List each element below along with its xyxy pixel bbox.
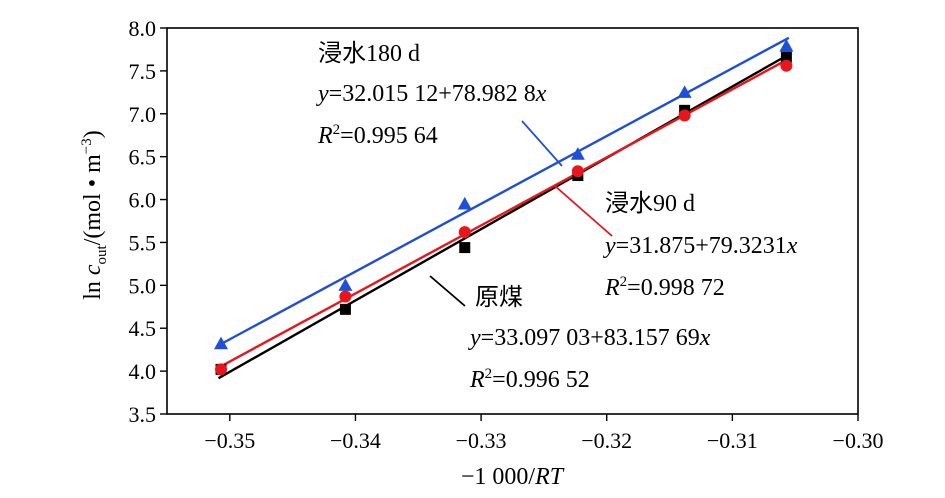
data-point-circle xyxy=(678,109,691,122)
plot-border xyxy=(166,27,859,415)
y-axis-label: ln cout/(mol • m−3) xyxy=(79,130,110,300)
y-tick-label: 7.5 xyxy=(129,59,157,84)
fit-lines xyxy=(217,36,790,380)
annotation-series-180d: 浸水180 d y=32.015 12+78.982 8x R2=0.995 6… xyxy=(316,40,547,149)
data-point-triangle xyxy=(338,278,353,291)
data-point-triangle xyxy=(779,39,794,52)
y-tick-label: 6.0 xyxy=(129,188,157,213)
y-tick-label: 8.0 xyxy=(129,16,157,41)
annotation-series-raw-coal: 原煤 y=33.097 03+83.157 69x R2=0.996 52 xyxy=(468,284,711,393)
x-tick-label: −0.32 xyxy=(581,428,632,453)
data-point-square xyxy=(780,51,792,63)
x-tick-label: −0.30 xyxy=(833,428,884,453)
annotation-equation: y=33.097 03+83.157 69x xyxy=(468,325,711,351)
annotation-equation: y=31.875+79.3231x xyxy=(603,233,798,259)
x-tick-label: −0.34 xyxy=(330,428,381,453)
y-tick-label: 4.5 xyxy=(129,316,157,341)
data-point-circle xyxy=(458,226,471,239)
leader-line xyxy=(554,185,613,237)
y-tick-label: 6.5 xyxy=(129,145,157,170)
y-tick-label: 3.5 xyxy=(129,402,157,427)
data-point-circle xyxy=(339,290,352,303)
plot-frame xyxy=(166,27,859,415)
annotation-r2: R2=0.998 72 xyxy=(604,274,725,301)
x-tick-label: −0.35 xyxy=(204,428,255,453)
y-tick-label: 5.5 xyxy=(129,230,157,255)
data-point-triangle xyxy=(570,147,585,160)
x-tick-label: −0.31 xyxy=(707,428,758,453)
data-point-circle xyxy=(780,59,793,72)
leader-line xyxy=(521,120,563,167)
data-point-triangle xyxy=(457,196,472,210)
fit-line xyxy=(217,53,790,380)
annotation-label: 浸水90 d xyxy=(605,190,695,217)
data-point-circle xyxy=(215,363,228,376)
x-tick-label: −0.33 xyxy=(456,428,507,453)
y-tick-label: 7.0 xyxy=(129,102,157,127)
fit-line xyxy=(217,36,790,347)
annotation-equation: y=32.015 12+78.982 8x xyxy=(316,81,547,107)
data-point-square xyxy=(339,303,351,315)
data-point-triangle xyxy=(214,336,229,350)
data-points xyxy=(214,39,794,376)
annotation-leaders xyxy=(429,120,613,307)
annotation-label: 浸水180 d xyxy=(318,40,420,67)
x-axis-label: −1 000/RT xyxy=(461,464,565,490)
axes: −0.35 −0.34 −0.33 −0.32 −0.31 −0.30 3.5 4.0 4.5 5… xyxy=(129,16,884,453)
data-point-square xyxy=(459,242,471,254)
data-point-circle xyxy=(571,165,584,178)
y-tick-label: 5.0 xyxy=(129,273,157,298)
data-point-triangle xyxy=(677,85,692,98)
leader-line xyxy=(429,275,466,307)
y-tick-label: 4.0 xyxy=(129,359,157,384)
annotation-r2: R2=0.996 52 xyxy=(469,366,590,393)
annotation-series-90d: 浸水90 d y=31.875+79.3231x R2=0.998 72 xyxy=(603,190,798,301)
fit-line xyxy=(217,57,790,369)
annotation-label: 原煤 xyxy=(475,284,523,311)
annotation-r2: R2=0.995 64 xyxy=(317,122,438,149)
